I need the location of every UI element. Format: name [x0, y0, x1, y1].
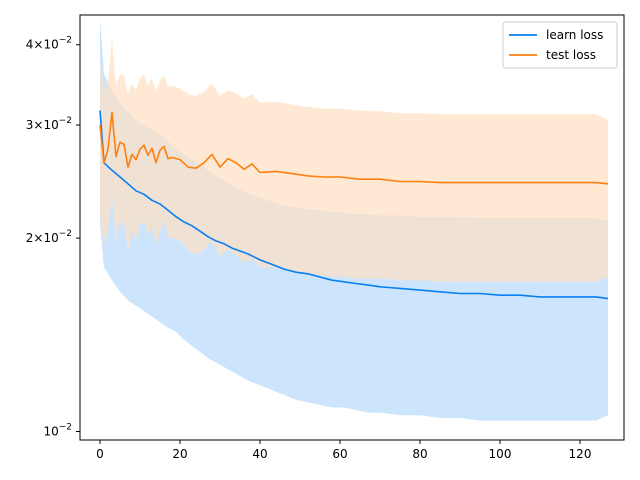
- learn-loss-legend-label: learn loss: [546, 28, 603, 42]
- y-axis: 10−2 2×10−2 3×10−2 4×10−2: [26, 36, 80, 439]
- x-tick-label: 20: [172, 447, 187, 461]
- y-tick-label: 4×10−2: [26, 36, 72, 52]
- x-axis: 0 20 40 60 80 100 120: [96, 440, 591, 461]
- x-tick-label: 0: [96, 447, 104, 461]
- y-tick-label: 2×10−2: [26, 229, 72, 245]
- x-tick-label: 80: [412, 447, 427, 461]
- test-loss-line: [99, 111, 609, 185]
- confidence-bands: [100, 18, 608, 421]
- y-tick-label: 3×10−2: [26, 116, 72, 132]
- y-tick-label: 10−2: [43, 423, 72, 439]
- x-tick-label: 40: [252, 447, 267, 461]
- series-lines: [99, 110, 609, 300]
- test-loss-band: [100, 37, 608, 282]
- plot-area-frame: [79, 14, 625, 441]
- x-tick-label: 100: [489, 447, 512, 461]
- learn-loss-line: [99, 110, 609, 300]
- x-tick-label: 60: [332, 447, 347, 461]
- legend-box: [502, 21, 618, 69]
- legend: learn loss test loss: [502, 21, 618, 69]
- x-tick-label: 120: [569, 447, 592, 461]
- test-loss-legend-label: test loss: [546, 48, 596, 62]
